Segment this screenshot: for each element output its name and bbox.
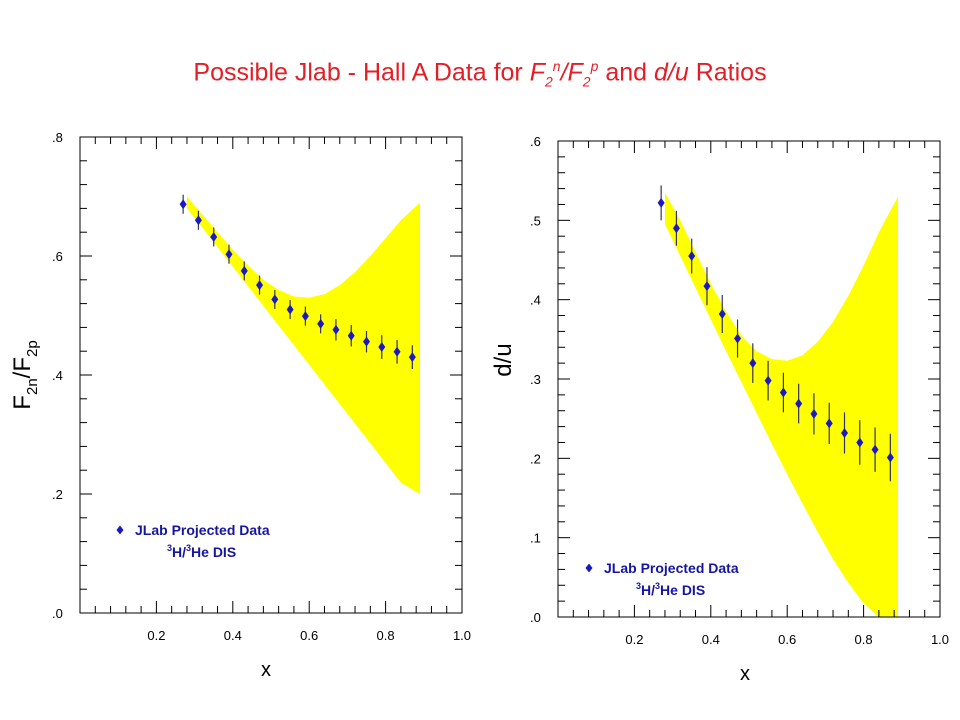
legend-label: JLab Projected Data	[135, 522, 270, 538]
legend-label-2: 3H/3He DIS	[167, 543, 236, 560]
x-tick-label: 0.8	[855, 632, 873, 647]
title-du: d/u	[654, 58, 689, 87]
data-point	[779, 387, 787, 398]
y-tick-label: .0	[530, 610, 541, 625]
uncertainty-band	[186, 196, 420, 494]
x-tick-label: 0.2	[147, 628, 165, 643]
data-point	[286, 304, 294, 315]
y-tick-label: .4	[530, 293, 541, 308]
uncertainty-band	[664, 192, 898, 618]
title-slash: /F	[560, 58, 583, 87]
y-label-part: /F	[9, 357, 36, 378]
x-tick-label: 0.2	[625, 632, 643, 647]
data-point	[256, 280, 264, 291]
title-sub2: 2	[582, 73, 591, 90]
legend-part: He DIS	[660, 582, 705, 598]
x-axis-label: x	[261, 659, 271, 681]
data-point	[688, 251, 696, 262]
legend-part: He DIS	[191, 544, 236, 560]
data-point	[734, 333, 742, 344]
title-prefix: Possible Jlab - Hall A Data for	[193, 58, 530, 87]
title-sub1: 2	[544, 73, 553, 90]
title-f1: F	[529, 58, 545, 87]
y-tick-label: .0	[52, 606, 63, 621]
y-axis-label: d/u	[490, 343, 517, 376]
x-tick-label: 1.0	[453, 628, 471, 643]
x-tick-label: 0.4	[702, 632, 720, 647]
data-point	[886, 452, 894, 463]
y-label-sub: 2p	[24, 340, 41, 357]
title-sup1: n	[552, 58, 561, 74]
data-point	[194, 215, 202, 226]
y-label-part: F	[9, 395, 36, 410]
data-point	[210, 231, 218, 242]
title-mid: and	[598, 58, 654, 87]
data-point	[363, 336, 370, 347]
data-point	[718, 308, 726, 319]
y-label-sub: 2n	[24, 378, 41, 395]
x-tick-label: 0.6	[300, 628, 318, 643]
legend-iso: 3	[186, 543, 191, 553]
data-point	[825, 418, 833, 429]
data-point	[332, 324, 340, 335]
x-tick-label: 0.4	[224, 628, 242, 643]
y-tick-label: .1	[530, 531, 541, 546]
data-point	[871, 444, 879, 455]
data-point	[301, 311, 309, 322]
legend-iso: 3	[655, 581, 660, 591]
x-axis-label: x	[740, 663, 750, 685]
data-point	[764, 375, 772, 386]
legend-marker	[116, 525, 124, 535]
data-point	[795, 398, 803, 409]
data-point	[378, 342, 386, 353]
legend-iso: 3	[636, 581, 641, 591]
legend-label-2: 3H/3He DIS	[636, 581, 705, 598]
data-point	[347, 330, 355, 341]
x-tick-label: 1.0	[931, 632, 949, 647]
x-tick-label: 0.8	[377, 628, 395, 643]
data-point	[225, 249, 233, 260]
data-point	[240, 265, 248, 276]
legend-label: JLab Projected Data	[604, 560, 739, 576]
legend-part: H/	[641, 582, 655, 598]
data-series	[657, 185, 894, 482]
y-tick-label: .8	[52, 130, 63, 145]
data-point	[179, 199, 187, 210]
chart-panel-2: 0.2 0.4 0.6 0.8 1.0 .0 .1 .2 .3 .4 .5 .6 x d/u JLab Pr…	[490, 134, 949, 685]
y-tick-label: .6	[52, 249, 63, 264]
y-tick-label: .6	[530, 134, 541, 149]
y-tick-label: .5	[530, 213, 541, 228]
y-tick-label: .2	[530, 451, 541, 466]
data-point	[810, 408, 818, 419]
axis-ticks	[79, 136, 463, 614]
legend-iso: 3	[167, 543, 172, 553]
axis-ticks	[557, 140, 941, 618]
data-point	[408, 352, 416, 363]
y-axis-label: F2n/F2p	[9, 340, 41, 409]
title-sup2: p	[590, 58, 599, 74]
y-tick-label: .2	[52, 487, 63, 502]
data-point	[703, 281, 711, 292]
data-point	[657, 197, 665, 208]
chart-panel-1: 0.2 0.4 0.6 0.8 1.0 .0 .2 .4 .6 .8 x F2n/F2p JLab Pr…	[9, 130, 471, 681]
data-point	[856, 437, 864, 448]
data-series	[179, 194, 416, 370]
data-point	[393, 346, 401, 357]
legend-part: H/	[172, 544, 186, 560]
data-point	[317, 318, 325, 329]
legend-marker	[585, 563, 593, 573]
y-tick-label: .4	[52, 368, 63, 383]
data-point	[841, 427, 848, 438]
data-point	[271, 294, 279, 305]
page-title: Possible Jlab - Hall A Data for F2n/F2p …	[0, 58, 960, 89]
title-suffix: Ratios	[688, 58, 767, 87]
x-tick-label: 0.6	[778, 632, 796, 647]
y-tick-label: .3	[530, 372, 541, 387]
data-point	[672, 223, 680, 234]
data-point	[749, 358, 757, 369]
